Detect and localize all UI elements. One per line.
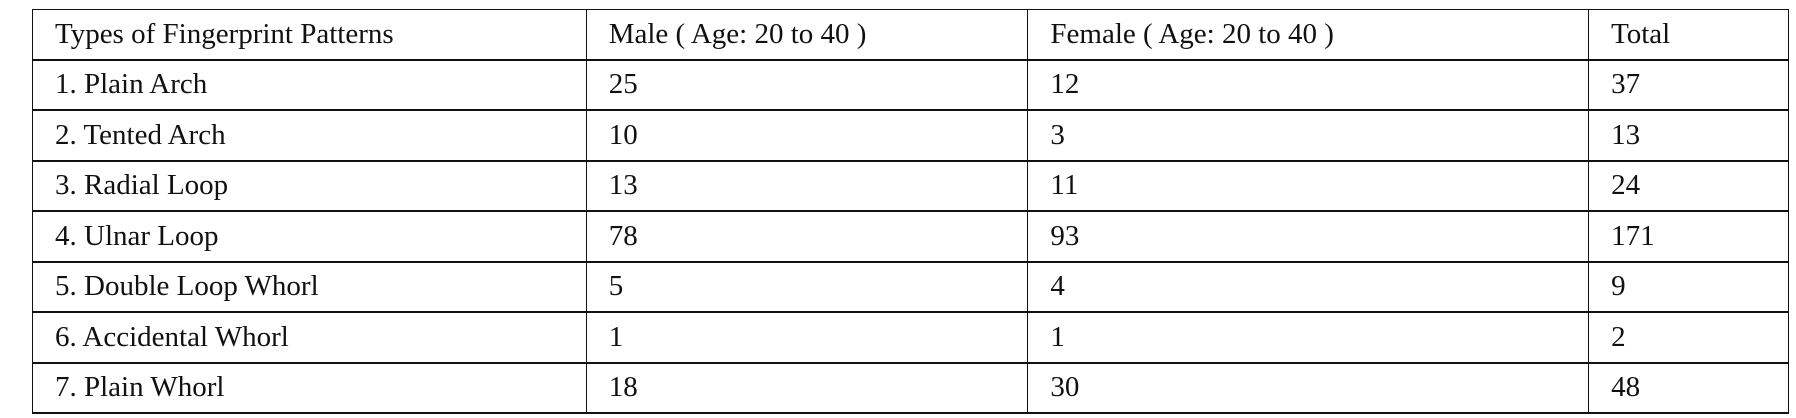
cell-female-count: 4 [1027,261,1590,313]
cell-total-count: 13 [1588,109,1789,161]
cell-pattern-type: 4. Ulnar Loop [32,210,587,262]
cell-total-count: 171 [1588,210,1789,262]
cell-total-count: 24 [1588,160,1789,212]
cell-male-count: 13 [585,160,1029,212]
fingerprint-patterns-table: Types of Fingerprint Patterns Male ( Age… [32,9,1789,414]
header-total: Total [1588,9,1789,60]
cell-total-count: 9 [1588,261,1789,313]
cell-pattern-type: 2. Tented Arch [32,109,587,161]
cell-pattern-type: 7. Plain Whorl [32,362,587,414]
cell-pattern-type: 1. Plain Arch [32,59,587,111]
cell-female-count: 11 [1027,160,1590,212]
cell-female-count: 93 [1027,210,1590,262]
cell-male-count: 25 [585,59,1029,111]
header-pattern-type: Types of Fingerprint Patterns [32,9,587,60]
cell-male-count: 5 [585,261,1029,313]
cell-female-count: 12 [1027,59,1590,111]
cell-male-count: 18 [585,362,1029,414]
cell-female-count: 30 [1027,362,1590,414]
table-row: 2. Tented Arch 10 3 13 [32,109,1789,161]
cell-male-count: 78 [585,210,1029,262]
header-male: Male ( Age: 20 to 40 ) [585,9,1029,60]
table-row: 1. Plain Arch 25 12 37 [32,59,1789,111]
cell-pattern-type: 6. Accidental Whorl [32,311,587,363]
cell-total-count: 2 [1588,311,1789,363]
cell-female-count: 3 [1027,109,1590,161]
cell-female-count: 1 [1027,311,1590,363]
table-row: 6. Accidental Whorl 1 1 2 [32,311,1789,363]
table-row: 4. Ulnar Loop 78 93 171 [32,210,1789,262]
cell-total-count: 37 [1588,59,1789,111]
cell-male-count: 10 [585,109,1029,161]
table-row: 7. Plain Whorl 18 30 48 [32,362,1789,414]
cell-total-count: 48 [1588,362,1789,414]
table-row: 5. Double Loop Whorl 5 4 9 [32,261,1789,313]
cell-male-count: 1 [585,311,1029,363]
cell-pattern-type: 3. Radial Loop [32,160,587,212]
header-female: Female ( Age: 20 to 40 ) [1027,9,1590,60]
header-row: Types of Fingerprint Patterns Male ( Age… [32,9,1789,60]
cell-pattern-type: 5. Double Loop Whorl [32,261,587,313]
table-row: 3. Radial Loop 13 11 24 [32,160,1789,212]
